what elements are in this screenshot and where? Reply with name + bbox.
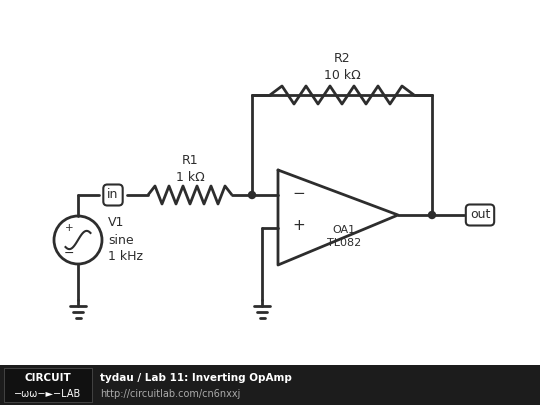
Circle shape (429, 211, 435, 219)
Text: −: − (292, 185, 305, 200)
Text: R2
10 kΩ: R2 10 kΩ (323, 52, 360, 82)
Text: +: + (65, 223, 73, 233)
Text: −ωω−►−LAB: −ωω−►−LAB (15, 389, 82, 399)
Text: R1
1 kΩ: R1 1 kΩ (176, 154, 204, 184)
Text: tydau / Lab 11: Inverting OpAmp: tydau / Lab 11: Inverting OpAmp (100, 373, 292, 383)
Text: http://circuitlab.com/cn6nxxj: http://circuitlab.com/cn6nxxj (100, 389, 240, 399)
Text: CIRCUIT: CIRCUIT (25, 373, 71, 383)
Text: out: out (470, 209, 490, 222)
Text: in: in (107, 188, 119, 202)
Text: OA1
TL082: OA1 TL082 (327, 225, 361, 248)
Text: −: − (64, 247, 74, 260)
Bar (4, 368, 92, 402)
Text: +: + (292, 219, 305, 234)
Bar (0, 365, 540, 405)
Text: V1
sine
1 kHz: V1 sine 1 kHz (108, 217, 143, 264)
Circle shape (248, 192, 255, 198)
